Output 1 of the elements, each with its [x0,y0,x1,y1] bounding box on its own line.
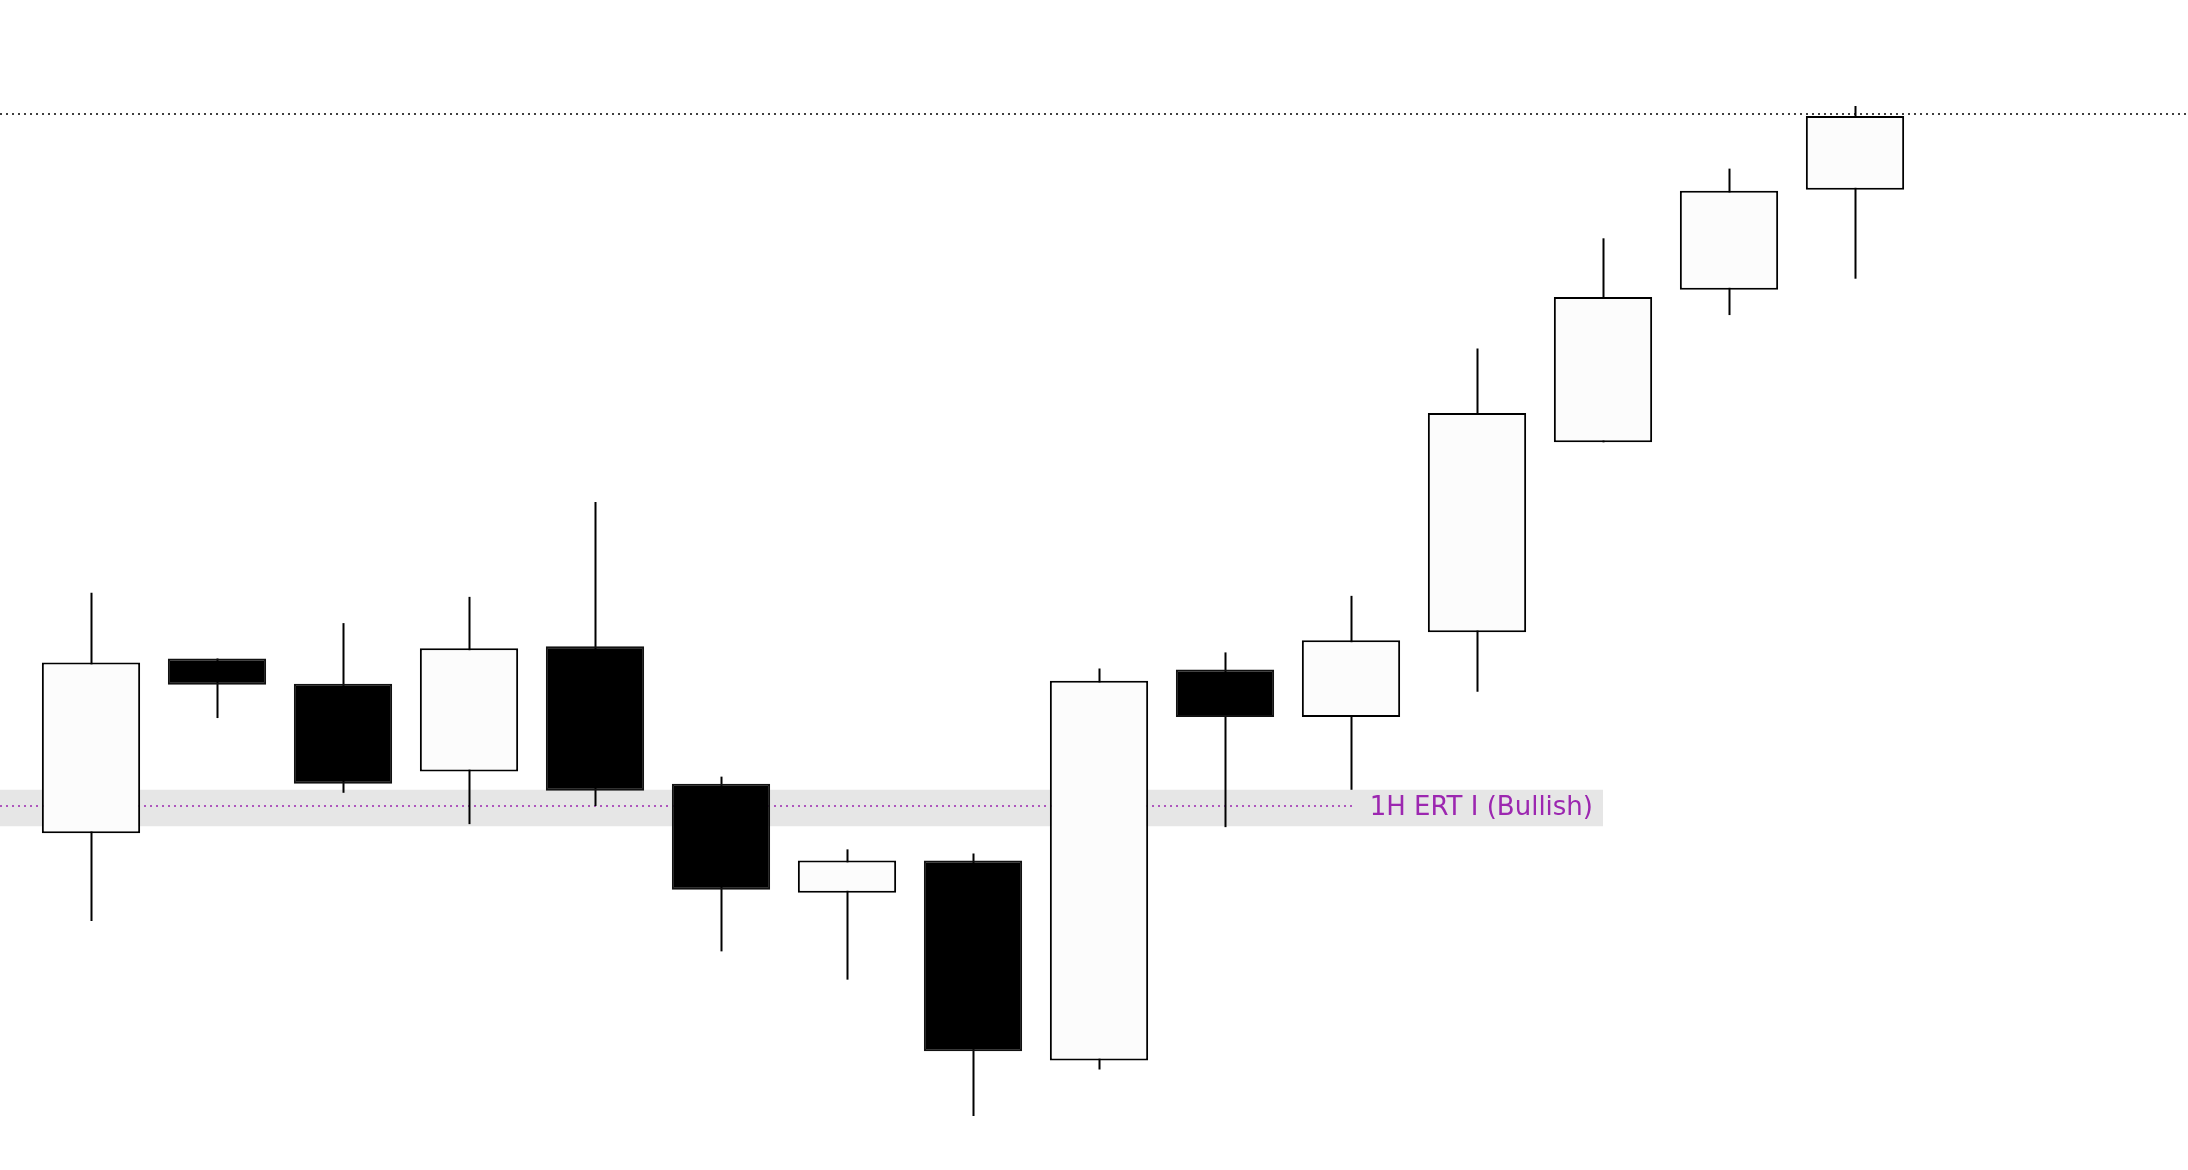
ref-line-label: 1H ERT I (Bullish) [1369,790,1593,821]
